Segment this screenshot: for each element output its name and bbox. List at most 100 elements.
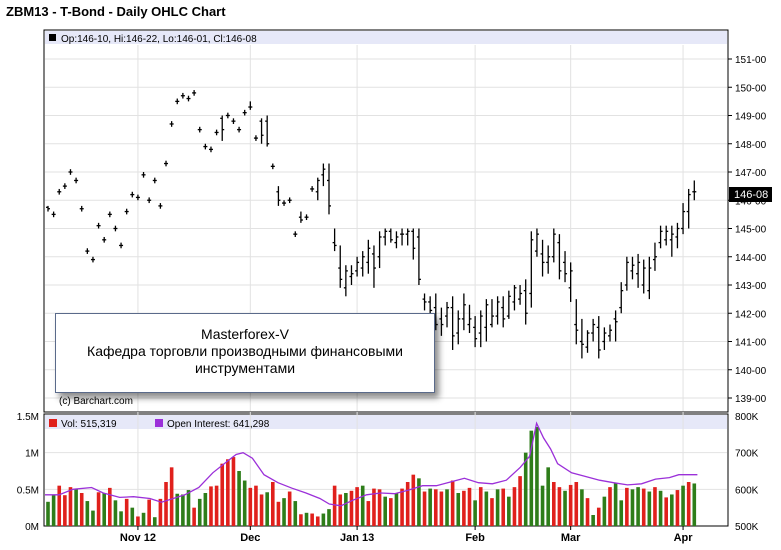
volume-bar: [411, 474, 416, 526]
open-interest-tick-label: 600K: [735, 485, 759, 496]
last-value-badge: [729, 187, 772, 202]
ohlc-bar: [130, 191, 135, 198]
legend-swatch-ohlc: [49, 34, 56, 41]
volume-bar: [383, 496, 387, 526]
volume-bar: [546, 467, 550, 526]
volume-bar: [394, 493, 399, 526]
volume-bar: [102, 493, 106, 526]
ohlc-bar: [225, 112, 230, 119]
ohlc-bar: [62, 183, 67, 189]
ohlc-bar: [371, 245, 376, 288]
legend-swatch-volume: [49, 419, 57, 427]
volume-bar: [675, 490, 680, 526]
volume-bar: [327, 509, 331, 526]
ohlc-bar: [259, 118, 264, 144]
ohlc-bar: [489, 299, 494, 328]
ohlc-bar: [180, 92, 185, 99]
ohlc-bar: [512, 285, 517, 311]
ohlc-bar: [422, 293, 427, 311]
watermark-note-box: Masterforex-V Кафедра торговли производн…: [55, 313, 435, 393]
volume-bar: [686, 482, 691, 526]
volume-bar: [141, 512, 146, 526]
ohlc-bar: [557, 234, 562, 280]
ohlc-bar: [478, 310, 483, 348]
volume-bar: [602, 496, 607, 526]
volume-bar: [226, 459, 230, 526]
volume-bar: [57, 485, 62, 526]
ohlc-bar: [405, 228, 410, 246]
ohlc-bar: [298, 211, 303, 223]
volume-bar: [467, 487, 472, 526]
volume-bar: [321, 513, 326, 526]
ohlc-bar: [613, 310, 618, 342]
volume-bar: [400, 488, 404, 526]
volume-bar: [507, 496, 511, 526]
volume-bar: [613, 483, 618, 526]
volume-tick-label: 0.5M: [17, 485, 39, 496]
ohlc-bar: [439, 307, 444, 336]
ohlc-bar: [652, 242, 657, 271]
ohlc-bar: [647, 256, 652, 300]
volume-bar: [197, 498, 202, 526]
volume-bar: [563, 490, 567, 526]
ohlc-bar: [248, 101, 253, 110]
legend-swatch-open-interest: [155, 419, 163, 427]
volume-bar: [344, 493, 348, 526]
ohlc-bar: [113, 225, 118, 232]
volume-bar: [681, 485, 685, 526]
ohlc-bar: [175, 98, 180, 105]
volume-bar: [254, 485, 258, 526]
ohlc-bar: [366, 239, 371, 274]
ohlc-bar: [675, 222, 680, 249]
ohlc-bar: [473, 316, 478, 348]
volume-bar: [231, 457, 236, 526]
open-interest-tick-label: 800K: [735, 412, 759, 423]
volume-bar: [332, 485, 337, 526]
ohlc-bar: [630, 256, 635, 280]
volume-bar: [96, 492, 101, 526]
volume-bar: [338, 494, 343, 526]
volume-bar: [237, 471, 241, 526]
ohlc-bar: [152, 177, 157, 184]
ohlc-bar: [242, 109, 247, 116]
ohlc-bar: [681, 203, 686, 235]
volume-tick-label: 1M: [25, 449, 39, 460]
ohlc-bar: [568, 262, 573, 302]
volume-bar: [630, 489, 635, 526]
ohlc-bar: [686, 188, 691, 229]
volume-bar: [214, 485, 219, 526]
volume-bar: [85, 501, 90, 526]
volume-bar: [259, 494, 264, 526]
volume-bar: [372, 488, 376, 526]
volume-bar: [580, 489, 584, 526]
volume-bar: [63, 495, 67, 526]
ohlc-bar: [641, 259, 646, 294]
volume-tick-label: 0M: [25, 522, 39, 533]
ohlc-bar: [96, 222, 101, 229]
volume-bars: [46, 427, 697, 526]
volume-bar: [518, 476, 522, 526]
volume-bar: [439, 491, 444, 526]
volume-bar: [653, 487, 657, 526]
ohlc-bar: [591, 318, 596, 342]
ohlc-bar: [169, 121, 174, 127]
volume-tick-label: 1.5M: [17, 412, 39, 423]
ohlc-bar: [332, 228, 337, 252]
ohlc-bar: [360, 251, 365, 277]
ohlc-bar: [394, 231, 399, 249]
ohlc-bar: [141, 172, 146, 178]
ohlc-bar: [501, 296, 506, 328]
volume-bar: [433, 489, 438, 526]
volume-bar: [445, 489, 449, 526]
volume-bar: [478, 487, 483, 526]
volume-bar: [74, 489, 78, 526]
ohlc-bar: [529, 231, 534, 308]
x-tick-label: Apr: [674, 532, 694, 544]
price-tick-label: 143-00: [735, 281, 767, 292]
volume-bar: [248, 487, 253, 526]
volume-bar: [641, 488, 646, 526]
volume-bar: [152, 517, 157, 526]
ohlc-bar: [304, 214, 309, 221]
volume-bar: [299, 514, 303, 526]
volume-bar: [360, 485, 365, 526]
